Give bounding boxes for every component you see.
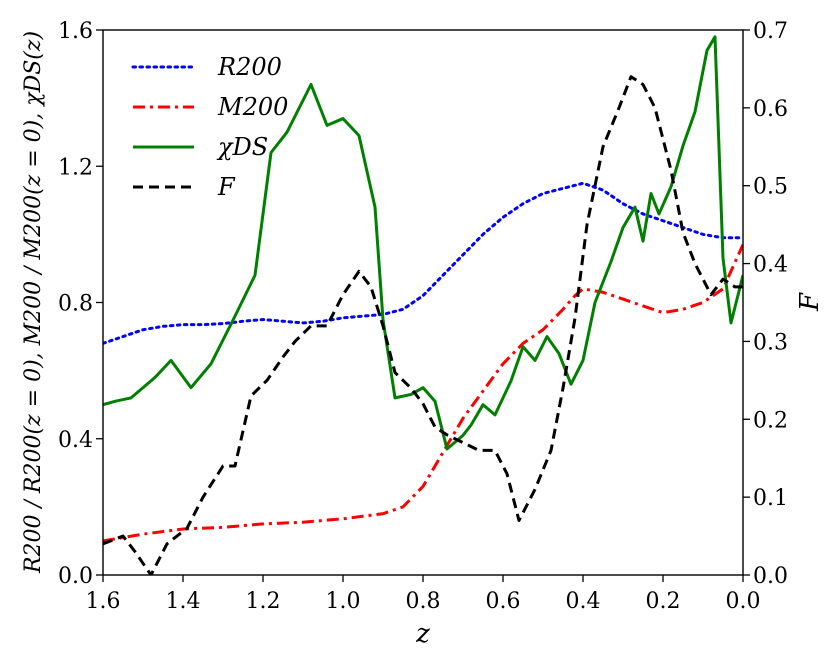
y-right-tick-label: 0.1	[753, 486, 788, 511]
x-tick-label: 0.6	[486, 589, 521, 614]
x-tick-label: 1.6	[86, 589, 121, 614]
y-right-axis-label: F	[795, 292, 825, 312]
series-line-0	[103, 181, 743, 345]
y-right-tick-label: 0.3	[753, 330, 788, 355]
x-tick-label: 0.0	[726, 589, 761, 614]
y-left-tick-label: 0.4	[58, 428, 93, 453]
x-axis-ticks: 1.6 1.4 1.2 1.0 0.8 0.6 0.4 0.2 0.0	[86, 575, 761, 614]
x-axis-label: z	[415, 619, 430, 649]
y-left-axis-ticks: 0.0 0.4 0.8 1.2 1.6	[58, 19, 103, 589]
y-left-axis-label: R200 / R200(z = 0), M200 / M200(z = 0), …	[21, 31, 46, 574]
series-line-3	[103, 75, 743, 575]
plot-frame	[102, 29, 744, 576]
y-right-tick-label: 0.4	[753, 253, 788, 278]
legend-label-1: M200	[217, 93, 288, 121]
y-left-tick-label: 0.0	[58, 564, 93, 589]
series-line-1	[103, 243, 743, 543]
series-layer	[103, 35, 743, 575]
y-left-tick-label: 1.6	[58, 19, 93, 44]
x-tick-label: 1.4	[166, 589, 201, 614]
legend-label-2: χDS	[216, 133, 268, 161]
x-tick-label: 0.2	[646, 589, 681, 614]
y-right-axis-ticks: 0.0 0.1 0.2 0.3 0.4 0.5 0.6 0.7	[743, 19, 788, 589]
y-right-tick-label: 0.5	[753, 175, 788, 200]
x-tick-label: 0.4	[566, 589, 601, 614]
y-right-tick-label: 0.6	[753, 97, 788, 122]
series-line-2	[103, 35, 743, 451]
y-right-tick-label: 0.0	[753, 564, 788, 589]
y-left-tick-label: 0.8	[58, 292, 93, 317]
y-right-tick-label: 0.7	[753, 19, 788, 44]
x-tick-label: 0.8	[406, 589, 441, 614]
legend-label-0: R200	[217, 53, 282, 81]
x-tick-label: 1.2	[246, 589, 281, 614]
y-left-tick-label: 1.2	[58, 155, 93, 180]
x-tick-label: 1.0	[326, 589, 361, 614]
legend-label-3: F	[217, 173, 236, 201]
y-right-tick-label: 0.2	[753, 408, 788, 433]
legend: R200 M200 χDS F	[131, 53, 288, 201]
